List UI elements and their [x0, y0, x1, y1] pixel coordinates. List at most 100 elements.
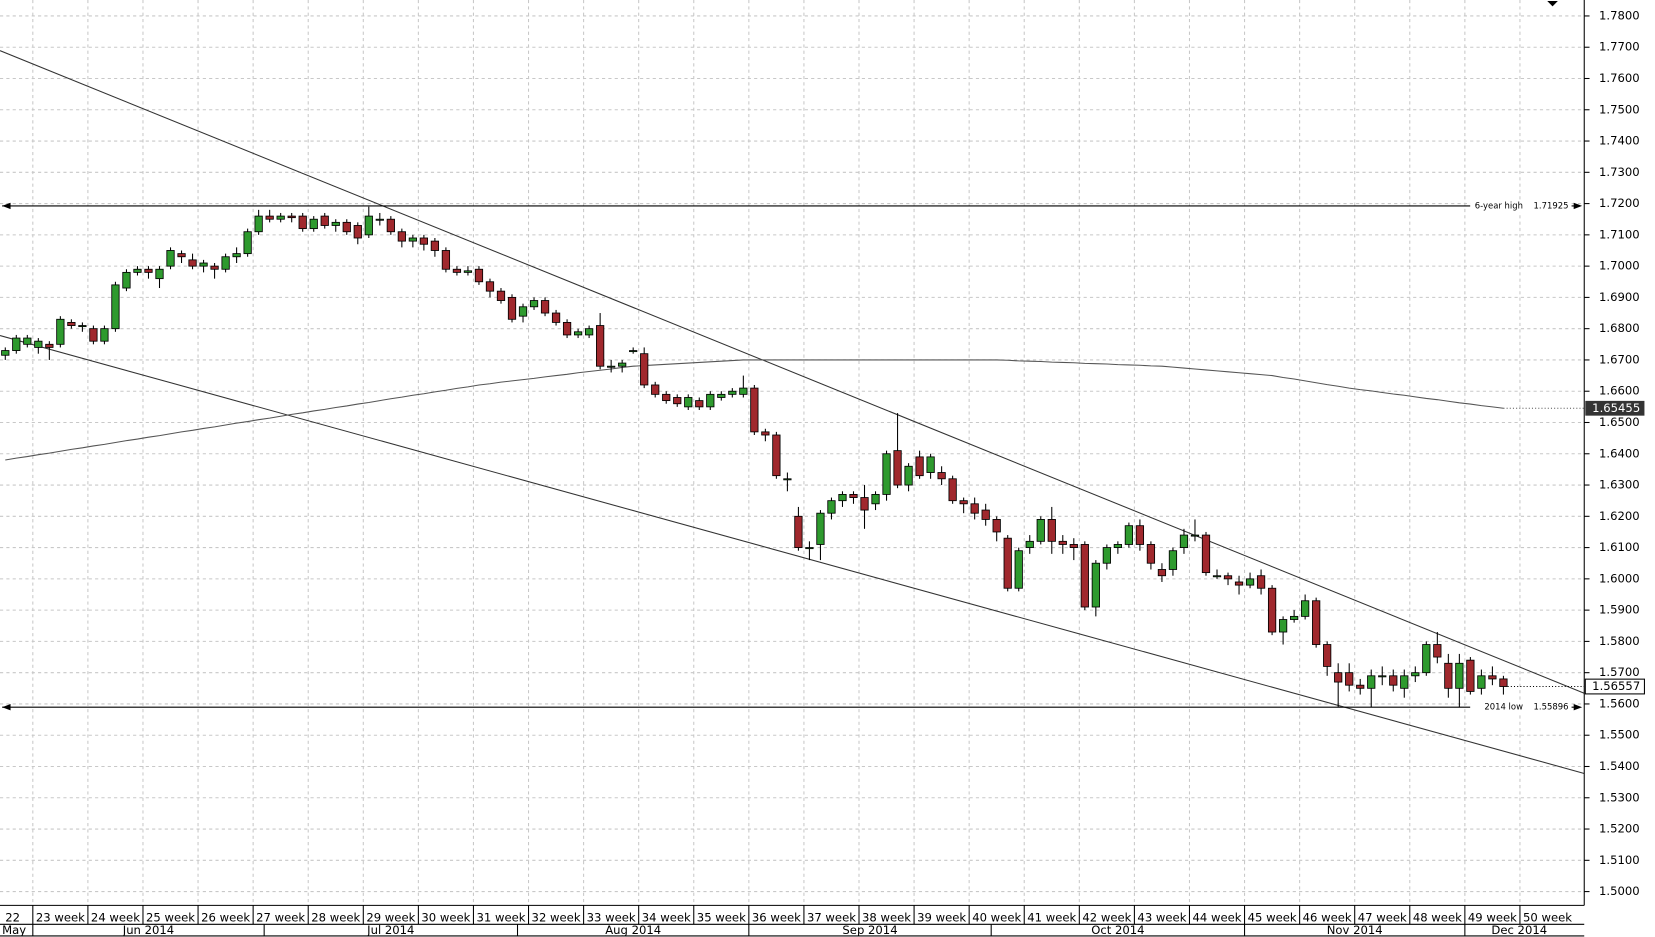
candle-body [199, 262, 208, 267]
candle-body [12, 337, 21, 351]
candle-body [364, 215, 373, 236]
candle-body [1466, 659, 1475, 692]
week-label: 48 week [1413, 911, 1462, 925]
week-label: 45 week [1248, 911, 1297, 925]
week-label: 42 week [1082, 911, 1131, 925]
candle-body [1356, 684, 1365, 689]
week-label: 29 week [366, 911, 415, 925]
y-tick-label: 1.7400 [1599, 134, 1640, 148]
candle-body [783, 478, 792, 481]
candle-body [1444, 662, 1453, 689]
level-label: 6-year high [1475, 200, 1523, 210]
week-label: 40 week [972, 911, 1021, 925]
y-tick-label: 1.7600 [1599, 71, 1640, 85]
candle-body [221, 256, 230, 270]
candle-body [893, 450, 902, 486]
candle-body [1433, 644, 1442, 658]
week-label: 49 week [1468, 911, 1517, 925]
level-arrow [1573, 202, 1583, 210]
candle-body [827, 500, 836, 514]
candle-body [1301, 600, 1310, 617]
candle-body [1069, 544, 1078, 549]
candle-body [144, 268, 153, 273]
candle-body [540, 300, 550, 314]
month-label: Dec 2014 [1491, 923, 1547, 937]
y-tick-label: 1.7800 [1599, 8, 1640, 22]
candle-body [640, 353, 649, 386]
candle-body [331, 221, 340, 226]
y-tick-label: 1.6500 [1599, 415, 1640, 429]
candle-body [320, 215, 329, 226]
candle-body [562, 321, 572, 336]
level-arrow [2, 704, 11, 711]
y-tick-label: 1.6300 [1599, 478, 1640, 492]
candle-body [816, 512, 825, 545]
candle-body [992, 519, 1001, 533]
month-label: Sep 2014 [842, 923, 897, 937]
candle-body [1499, 678, 1508, 687]
candle-body [728, 390, 737, 395]
level-arrow [1573, 704, 1583, 711]
candle-body [1190, 534, 1200, 537]
candle-body [915, 456, 924, 477]
week-label: 27 week [256, 911, 305, 925]
week-label: 22 [5, 911, 20, 925]
menu-arrow[interactable] [1547, 1, 1558, 7]
candle-body [265, 215, 274, 220]
week-label: 36 week [752, 911, 801, 925]
candle-body [551, 312, 561, 323]
week-label: 34 week [642, 911, 691, 925]
month-label: Nov 2014 [1327, 923, 1383, 937]
candle-body [1058, 540, 1067, 545]
candle-body [133, 268, 142, 273]
moving-average [5, 359, 1504, 461]
y-tick-label: 1.6400 [1599, 446, 1640, 460]
candle-body [629, 350, 638, 353]
y-tick-label: 1.6100 [1599, 540, 1640, 554]
candle-body [122, 271, 131, 289]
candle-body [430, 240, 440, 251]
candle-body [706, 393, 715, 408]
candle-body [485, 281, 495, 292]
candle-body [1400, 675, 1409, 689]
candle-body [419, 237, 428, 245]
candle-body [1036, 519, 1045, 542]
month-label: Jul 2014 [366, 923, 414, 937]
candle-body [507, 296, 517, 320]
candle-body [529, 300, 539, 308]
candle-body [210, 265, 219, 270]
candle-body [684, 397, 693, 408]
candle-body [452, 268, 462, 273]
candle-body [34, 340, 43, 348]
candle-body [618, 362, 627, 367]
week-label: 43 week [1137, 911, 1186, 925]
y-tick-label: 1.5300 [1599, 790, 1640, 804]
candle-body [1179, 534, 1189, 549]
candle-body [474, 268, 484, 283]
candle-body [1477, 675, 1486, 689]
candle-body [651, 384, 660, 395]
candle-body [1212, 575, 1222, 578]
week-label: 44 week [1193, 911, 1242, 925]
candle-body [717, 393, 726, 398]
candle-body [1245, 578, 1255, 586]
candle-body [67, 321, 76, 326]
level-value: 1.55896 [1534, 702, 1569, 712]
week-label: 28 week [311, 911, 360, 925]
week-label: 41 week [1027, 911, 1076, 925]
candle-body [937, 472, 946, 480]
candle-body [166, 250, 175, 267]
candle-body [970, 503, 979, 514]
candle-body [463, 270, 473, 273]
candle-body [981, 509, 990, 520]
y-tick-label: 1.6000 [1599, 571, 1640, 585]
candle-body [948, 478, 957, 502]
week-label: 24 week [91, 911, 140, 925]
y-tick-label: 1.7700 [1599, 40, 1640, 54]
candle-body [1334, 672, 1343, 683]
candle-body [1345, 672, 1354, 686]
candle-body [1411, 672, 1420, 677]
grid [0, 0, 1585, 906]
candle-body [1278, 619, 1288, 633]
